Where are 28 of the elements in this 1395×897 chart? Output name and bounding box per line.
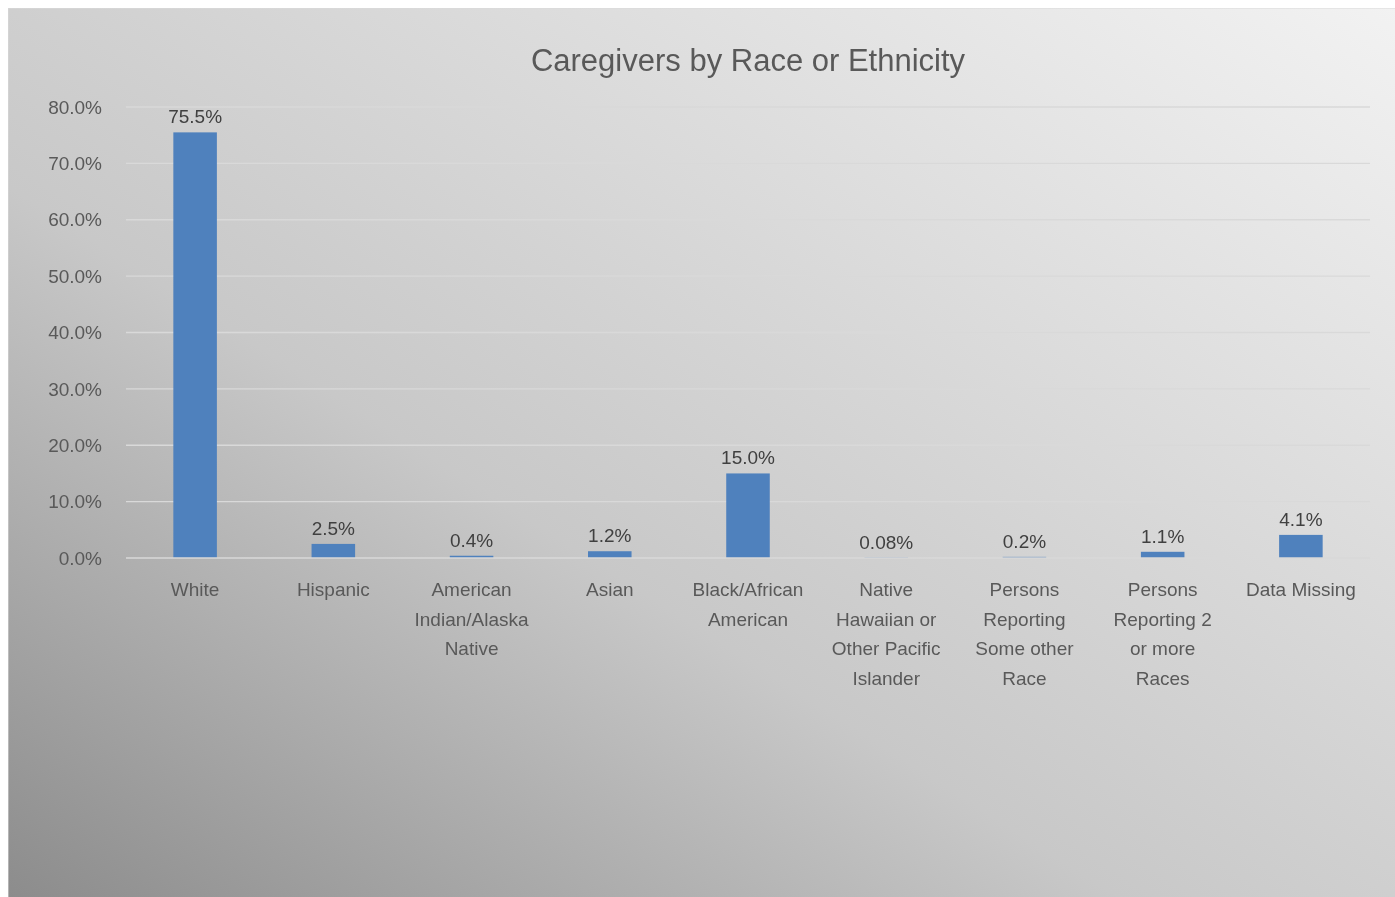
data-label: 0.4% (449, 529, 494, 551)
data-label: 1.2% (588, 525, 632, 547)
y-tick-label: 0.0% (58, 547, 103, 569)
y-tick-label: 40.0% (48, 322, 103, 344)
chart-title: Caregivers by Race or Ethnicity (530, 43, 966, 78)
x-tick-label: White (170, 579, 220, 600)
data-label: 2.5% (311, 517, 356, 539)
x-tick-label: Data Missing (1245, 579, 1356, 600)
x-tick-label: Asian (586, 579, 634, 600)
y-tick-label: 10.0% (48, 491, 103, 513)
x-tick-label: Native Hawaiian or Other Pacific Islander (831, 579, 941, 689)
data-label: 0.2% (1002, 530, 1047, 552)
y-tick-label: 50.0% (48, 265, 103, 287)
y-tick-label: 70.0% (48, 153, 103, 175)
y-tick-label: 60.0% (48, 209, 103, 231)
data-label: 75.5% (168, 106, 223, 128)
x-tick-label: Hispanic (296, 579, 370, 600)
y-tick-label: 30.0% (48, 378, 103, 400)
data-label: 0.08% (859, 531, 914, 553)
data-label: 1.1% (1141, 525, 1185, 547)
y-tick-label: 80.0% (48, 96, 103, 118)
data-label: 15.0% (721, 447, 776, 469)
x-tick-label: Persons Reporting 2 or more Races (1113, 579, 1212, 689)
data-label: 4.1% (1279, 508, 1323, 530)
y-tick-label: 20.0% (48, 434, 103, 456)
x-tick-label: Persons Reporting Some other Race (975, 579, 1075, 689)
x-tick-label: Black/African American (692, 579, 804, 630)
x-tick-label: American Indian/Alaska Native (414, 579, 530, 659)
